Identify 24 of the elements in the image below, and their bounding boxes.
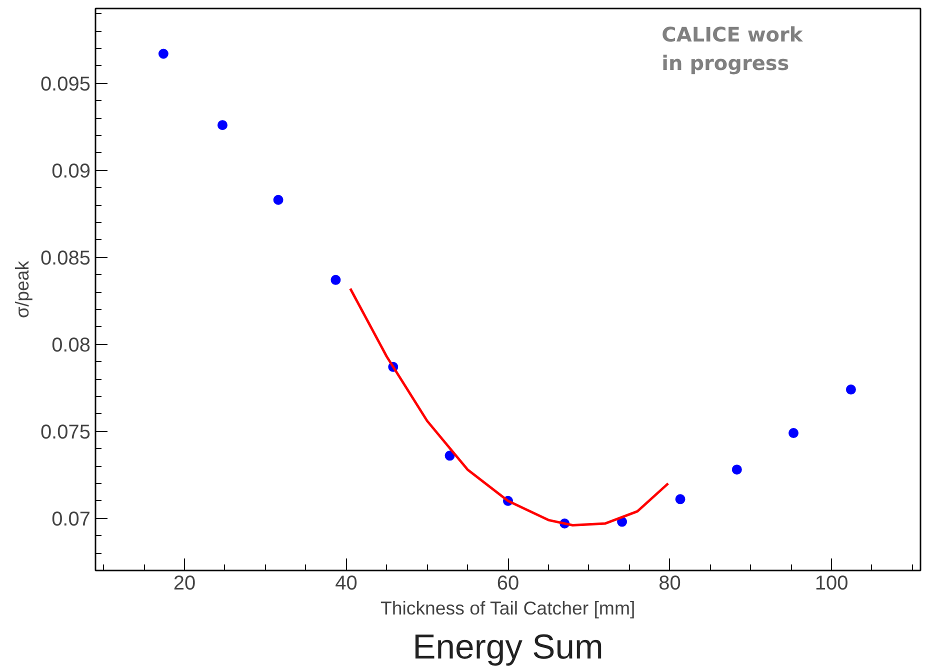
y-tick-label: 0.07 — [52, 508, 91, 530]
point — [788, 428, 799, 438]
y-tick-label: 0.08 — [52, 334, 91, 356]
y-tick-label: 0.09 — [52, 160, 91, 182]
annotation: CALICE work in progress — [662, 22, 804, 76]
point — [158, 48, 168, 59]
x-tick-label: 100 — [814, 572, 848, 594]
point — [732, 464, 742, 475]
y-tick-label: 0.085 — [40, 247, 91, 270]
x-tick-label: 20 — [173, 572, 196, 594]
x-tick-label: 60 — [496, 572, 520, 594]
x-axis-title: Thickness of Tail Catcher [mm] — [380, 598, 636, 618]
point — [273, 194, 284, 205]
point — [217, 120, 228, 130]
x-tick-label: 40 — [335, 572, 358, 594]
y-axis-title: σ/peak — [11, 260, 32, 318]
point — [675, 494, 686, 504]
y-tick-label: 0.075 — [40, 421, 91, 444]
line-series — [349, 287, 670, 527]
y-tick-label: 0.095 — [40, 73, 91, 96]
text: Energy Sum — [412, 628, 604, 666]
point — [846, 384, 856, 395]
point — [330, 274, 341, 285]
x-tick-label: 80 — [658, 572, 681, 594]
